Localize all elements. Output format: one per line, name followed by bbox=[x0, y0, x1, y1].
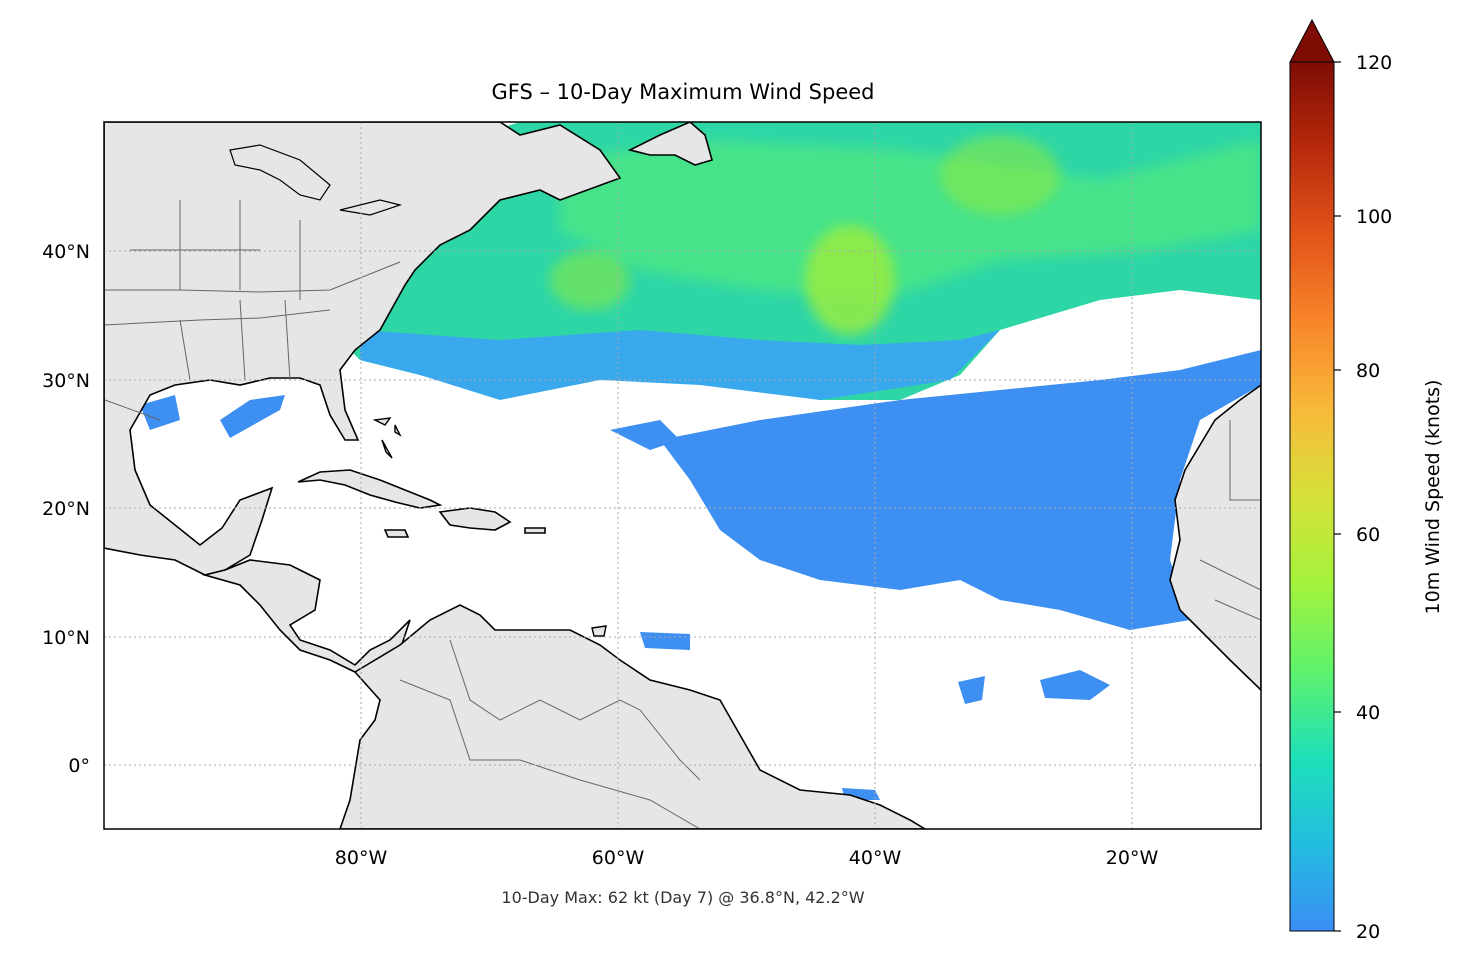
colorbar-tick-80: 80 bbox=[1356, 360, 1380, 382]
political-borders bbox=[104, 200, 1261, 829]
lat-label-30n: 30°N bbox=[42, 370, 90, 392]
land-jamaica bbox=[383, 529, 410, 538]
lon-label-60w: 60°W bbox=[592, 847, 645, 869]
lon-label-40w: 40°W bbox=[849, 847, 902, 869]
colorbar-tick-20: 20 bbox=[1356, 921, 1380, 943]
land-trinidad bbox=[591, 625, 607, 637]
land-north-america bbox=[104, 122, 622, 576]
wind-region-trade-west bbox=[610, 420, 680, 450]
wind-region-north-core bbox=[560, 140, 1261, 300]
max-wind-note: 10-Day Max: 62 kt (Day 7) @ 36.8°N, 42.2… bbox=[501, 888, 864, 907]
land-africa bbox=[1169, 384, 1261, 692]
land-puerto-rico bbox=[524, 527, 546, 534]
lon-label-80w: 80°W bbox=[335, 847, 388, 869]
colorbar-gradient bbox=[1289, 61, 1335, 932]
lat-label-40n: 40°N bbox=[42, 241, 90, 263]
wind-patch-equatorial-2 bbox=[958, 676, 985, 704]
land-newfoundland bbox=[627, 122, 713, 166]
wind-region-southern-edge bbox=[360, 330, 1000, 400]
lat-label-20n: 20°N bbox=[42, 498, 90, 520]
wind-patch-equatorial-1 bbox=[1040, 670, 1110, 700]
map-title: GFS – 10-Day Maximum Wind Speed bbox=[491, 80, 874, 104]
land-central-america bbox=[201, 559, 411, 673]
land-south-america bbox=[339, 604, 927, 829]
colorbar-tick-120: 120 bbox=[1356, 52, 1392, 74]
wind-field bbox=[104, 122, 1261, 800]
wind-swirl-west bbox=[550, 250, 630, 310]
land-cuba bbox=[297, 469, 443, 509]
map-panel bbox=[104, 122, 1261, 829]
colorbar: 120 100 80 60 40 20 10m Wind Speed (knot… bbox=[1289, 18, 1444, 943]
lon-labels: 80°W 60°W 40°W 20°W bbox=[335, 847, 1159, 869]
wind-patch-gulf-1 bbox=[140, 395, 180, 430]
land-hispaniola bbox=[438, 507, 512, 531]
land-bahamas bbox=[372, 417, 402, 459]
great-lakes-outline bbox=[229, 144, 403, 216]
colorbar-tick-100: 100 bbox=[1356, 206, 1392, 228]
wind-swirl-east bbox=[940, 135, 1060, 215]
lat-labels: 40°N 30°N 20°N 10°N 0° bbox=[42, 241, 90, 777]
colorbar-tick-40: 40 bbox=[1356, 702, 1380, 724]
wind-patch-gulf-2 bbox=[220, 395, 285, 438]
map-frame bbox=[103, 121, 1262, 830]
lon-label-20w: 20°W bbox=[1106, 847, 1159, 869]
wind-patch-caribbean bbox=[640, 632, 690, 650]
colorbar-ticks bbox=[1334, 61, 1341, 932]
colorbar-tick-60: 60 bbox=[1356, 524, 1380, 546]
colorbar-extend-arrow bbox=[1289, 18, 1335, 63]
colorbar-label: 10m Wind Speed (knots) bbox=[1422, 380, 1444, 615]
wind-max-swirl bbox=[805, 225, 895, 335]
lat-label-0: 0° bbox=[68, 755, 90, 777]
lat-label-10n: 10°N bbox=[42, 627, 90, 649]
wind-region-trade-belt bbox=[660, 350, 1261, 630]
